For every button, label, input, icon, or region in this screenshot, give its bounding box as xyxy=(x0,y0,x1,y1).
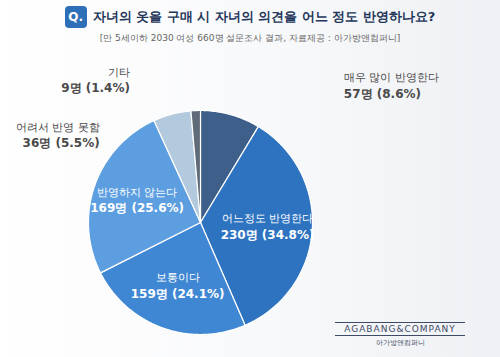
svg-text:반영하지 않는다: 반영하지 않는다 xyxy=(97,186,177,198)
svg-text:36명 (5.5%): 36명 (5.5%) xyxy=(23,136,100,150)
svg-text:169명 (25.6%): 169명 (25.6%) xyxy=(90,201,184,215)
html-text:Q.: Q. xyxy=(68,10,83,24)
html-text:AGABANG&COMPANY: AGABANG&COMPANY xyxy=(344,324,456,334)
svg-text:기타: 기타 xyxy=(108,66,130,78)
html-text:자녀의 옷을 구매 시 자녀의 의견을 어느 정도 반영하나: 자녀의 옷을 구매 시 자녀의 의견을 어느 정도 반영하나요? xyxy=(92,9,436,24)
html-text:[만 5세이하 2030 여성 660명 설문조사 결과,: [만 5세이하 2030 여성 660명 설문조사 결과, 자료제공 : 아가방… xyxy=(99,33,401,43)
svg-text:매우 많이 반영한다: 매우 많이 반영한다 xyxy=(344,71,439,83)
svg-text:57명 (8.6%): 57명 (8.6%) xyxy=(344,87,421,101)
svg-text:230명 (34.8%): 230명 (34.8%) xyxy=(221,228,315,242)
svg-text:어느정도 반영한다: 어느정도 반영한다 xyxy=(222,212,313,224)
svg-text:159명 (24.1%): 159명 (24.1%) xyxy=(131,287,225,301)
svg-text:보통이다: 보통이다 xyxy=(156,271,200,283)
svg-text:9명 (1.4%): 9명 (1.4%) xyxy=(61,81,130,95)
svg-text:어려서 반영 못함: 어려서 반영 못함 xyxy=(16,121,100,133)
html-text:아가방앤컴퍼니: 아가방앤컴퍼니 xyxy=(375,339,425,347)
